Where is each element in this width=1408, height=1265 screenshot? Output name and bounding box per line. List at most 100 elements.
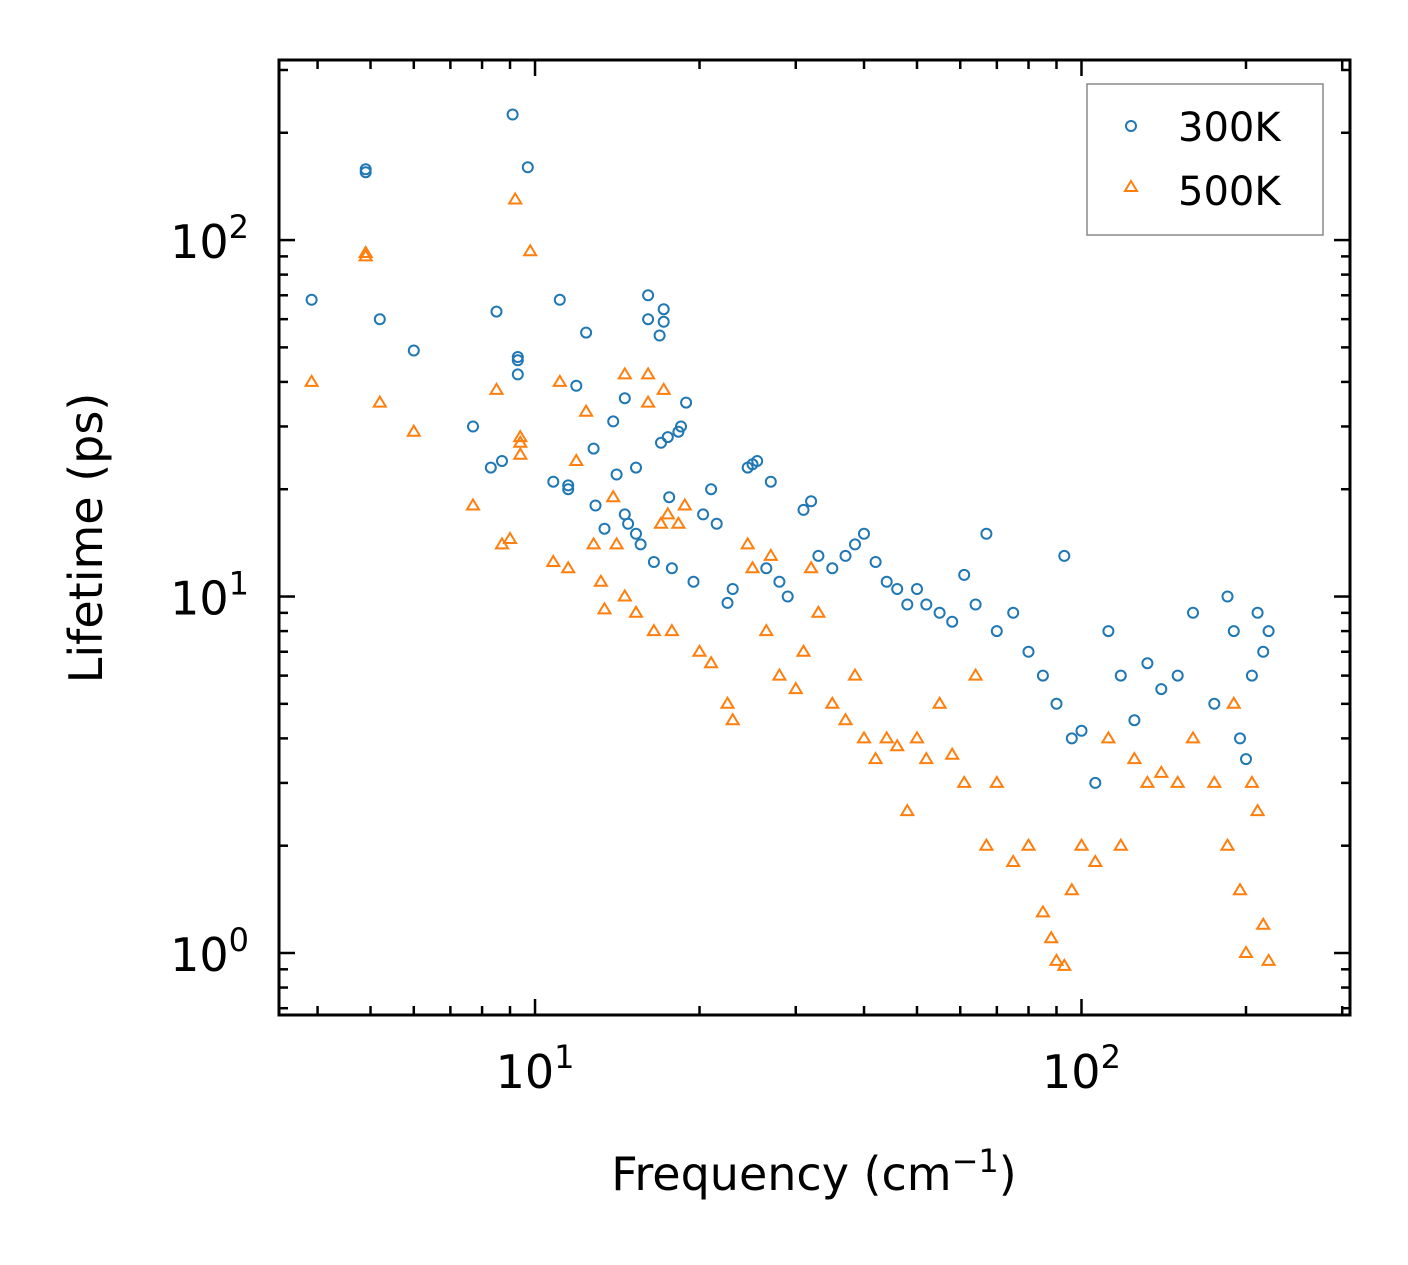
data-point-500k (1219, 837, 1236, 851)
data-point-300k (1050, 697, 1063, 710)
data-point-300k (467, 420, 479, 433)
data-point-500k (617, 366, 633, 380)
data-point-500k (1232, 882, 1248, 896)
data-point-300k (1065, 732, 1078, 745)
data-point-300k (920, 598, 933, 611)
data-point-500k (660, 506, 676, 520)
data-point-500k (719, 695, 736, 709)
data-point-300k (1234, 732, 1246, 745)
data-point-300k (1036, 669, 1049, 682)
data-point-500k (640, 366, 656, 380)
data-point-300k (618, 392, 631, 405)
data-point-500k (810, 604, 827, 618)
data-point-500k (593, 573, 609, 587)
x-axis-label: Frequency (cm−1) (611, 1142, 1016, 1201)
data-point-500k (664, 623, 680, 637)
data-point-300k (1251, 606, 1264, 619)
data-point-500k (1206, 774, 1223, 788)
data-point-500k (795, 643, 812, 657)
data-point-500k (944, 746, 960, 760)
data-point-500k (596, 601, 613, 615)
data-point-500k (677, 497, 693, 511)
data-point-300k (663, 491, 676, 504)
data-point-300k (506, 108, 519, 121)
data-point-300k (721, 596, 734, 609)
data-point-300k (1245, 669, 1258, 682)
data-point-300k (1075, 724, 1088, 737)
data-point-500k (956, 774, 972, 788)
data-point-300k (1208, 697, 1221, 710)
data-point-500k (1255, 916, 1271, 930)
data-point-500k (552, 373, 568, 387)
data-point-300k (980, 527, 993, 540)
data-point-500k (560, 560, 576, 574)
data-point-300k (630, 527, 642, 540)
data-point-500k (608, 536, 625, 550)
data-point-500k (989, 774, 1005, 788)
data-point-500k (918, 751, 935, 765)
data-point-500k (1139, 774, 1156, 788)
data-point-500k (856, 730, 872, 744)
series-500k-points (303, 191, 1277, 971)
data-point-300k (1102, 625, 1115, 638)
data-point-300k (589, 499, 602, 512)
data-point-300k (891, 583, 904, 595)
data-point-300k (705, 483, 718, 496)
data-point-500k (1244, 774, 1260, 788)
data-point-500k (909, 730, 925, 744)
data-point-300k (805, 495, 818, 508)
x-tick-label: 102 (1042, 1038, 1121, 1099)
data-point-500k (1035, 904, 1051, 918)
data-point-300k (697, 508, 710, 521)
data-point-500k (585, 536, 602, 550)
data-point-500k (744, 560, 761, 574)
y-tick-label: 102 (170, 208, 249, 269)
data-point-500k (1073, 837, 1090, 851)
data-point-300k (622, 517, 635, 530)
data-point-300k (839, 549, 852, 562)
data-point-300k (760, 562, 773, 575)
data-point-300k (1007, 606, 1020, 619)
data-point-300k (901, 598, 914, 611)
data-point-500k (1153, 764, 1170, 778)
data-point-500k (724, 712, 741, 726)
data-point-500k (691, 643, 708, 657)
legend: 300K 500K (1086, 83, 1324, 236)
data-point-300k (661, 431, 674, 444)
legend-marker-300k (1125, 120, 1137, 132)
data-point-300k (726, 583, 739, 595)
data-point-500k (1238, 945, 1254, 958)
tick-labels: 101 102 100 101 102 (170, 208, 1121, 1099)
data-point-300k (1058, 549, 1071, 562)
data-point-500k (703, 655, 719, 669)
data-point-300k (710, 517, 723, 530)
data-point-500k (1185, 730, 1201, 744)
data-point-500k (512, 446, 529, 460)
data-point-300k (484, 461, 497, 474)
data-point-300k (849, 538, 861, 551)
data-point-300k (1187, 606, 1199, 619)
data-point-300k (1141, 657, 1154, 670)
data-point-300k (764, 475, 777, 488)
data-point-500k (1048, 952, 1065, 966)
y-tick-label: 101 (170, 565, 249, 626)
data-point-500k (655, 381, 672, 395)
data-point-500k (640, 394, 656, 408)
data-point-500k (646, 623, 662, 637)
data-point-300k (657, 303, 670, 316)
data-point-300k (1257, 645, 1270, 658)
data-point-500k (465, 497, 481, 511)
data-point-300k (562, 479, 575, 492)
data-point-300k (1262, 625, 1275, 638)
data-point-300k (653, 329, 666, 342)
data-point-500k (653, 515, 669, 529)
data-point-500k (824, 695, 841, 709)
data-point-500k (670, 515, 687, 529)
data-point-500k (1169, 774, 1186, 788)
data-point-500k (1126, 751, 1143, 765)
data-point-300k (1221, 590, 1234, 603)
data-point-300k (773, 575, 786, 588)
legend-marker-500k (1123, 179, 1139, 192)
data-point-500k (507, 191, 523, 205)
